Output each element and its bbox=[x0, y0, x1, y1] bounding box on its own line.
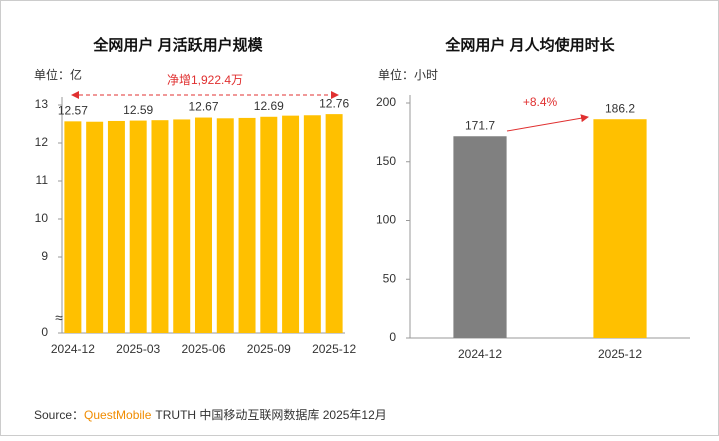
y-tick-label: 13 bbox=[35, 97, 49, 111]
bar bbox=[129, 120, 147, 333]
data-label: 12.69 bbox=[254, 99, 284, 113]
bar bbox=[325, 114, 343, 334]
bar bbox=[593, 119, 647, 338]
y-tick-label: 150 bbox=[376, 154, 396, 168]
axis-break: ≈ bbox=[55, 310, 63, 326]
bar bbox=[86, 121, 104, 333]
bar bbox=[238, 117, 256, 333]
source-label: Source： bbox=[34, 408, 84, 422]
y-tick-label: 12 bbox=[35, 135, 49, 149]
data-label: 186.2 bbox=[605, 101, 635, 115]
bar bbox=[303, 115, 321, 333]
chart-title: 全网用户 月人均使用时长 bbox=[444, 36, 615, 54]
unit-label: 单位：亿 bbox=[34, 67, 82, 82]
data-label: 171.7 bbox=[465, 118, 495, 132]
bar bbox=[64, 121, 82, 333]
bar bbox=[173, 119, 191, 333]
bar bbox=[282, 115, 300, 333]
x-tick-label: 2025-12 bbox=[598, 347, 642, 361]
bar bbox=[216, 118, 234, 333]
bar bbox=[260, 116, 278, 333]
source-brand: QuestMobile bbox=[84, 408, 152, 422]
bar bbox=[195, 117, 212, 333]
x-tick-label: 2025-12 bbox=[312, 342, 356, 356]
data-label: 12.59 bbox=[123, 103, 153, 117]
y-tick-label: 10 bbox=[35, 211, 49, 225]
source: Source：QuestMobile TRUTH 中国移动互联网数据库 2025年… bbox=[34, 407, 387, 422]
chart-title: 全网用户 月活跃用户规模 bbox=[92, 36, 263, 54]
y-tick-label: 0 bbox=[41, 325, 48, 339]
annotation: 净增1,922.4万 bbox=[167, 73, 243, 87]
y-tick-label: 0 bbox=[389, 330, 396, 344]
unit-label: 单位：小时 bbox=[378, 67, 438, 82]
y-tick-label: 200 bbox=[376, 95, 396, 109]
y-tick-label: 11 bbox=[36, 173, 49, 187]
data-label: 12.57 bbox=[58, 104, 88, 118]
y-tick-label: 50 bbox=[383, 271, 397, 285]
data-label: 12.67 bbox=[188, 100, 218, 114]
y-tick-label: 9 bbox=[41, 249, 48, 263]
annotation: +8.4% bbox=[523, 95, 558, 109]
bar bbox=[151, 120, 169, 333]
bar bbox=[453, 136, 507, 338]
x-tick-label: 2024-12 bbox=[458, 347, 502, 361]
x-tick-label: 2025-03 bbox=[116, 342, 160, 356]
x-tick-label: 2024-12 bbox=[51, 342, 95, 356]
annotation-arrow bbox=[506, 114, 589, 132]
x-tick-label: 2025-06 bbox=[181, 342, 225, 356]
data-label: 12.76 bbox=[319, 96, 349, 110]
y-tick-label: 100 bbox=[376, 213, 396, 227]
x-tick-label: 2025-09 bbox=[247, 342, 291, 356]
bar bbox=[107, 120, 125, 334]
source-rest: TRUTH 中国移动互联网数据库 2025年12月 bbox=[155, 407, 386, 422]
